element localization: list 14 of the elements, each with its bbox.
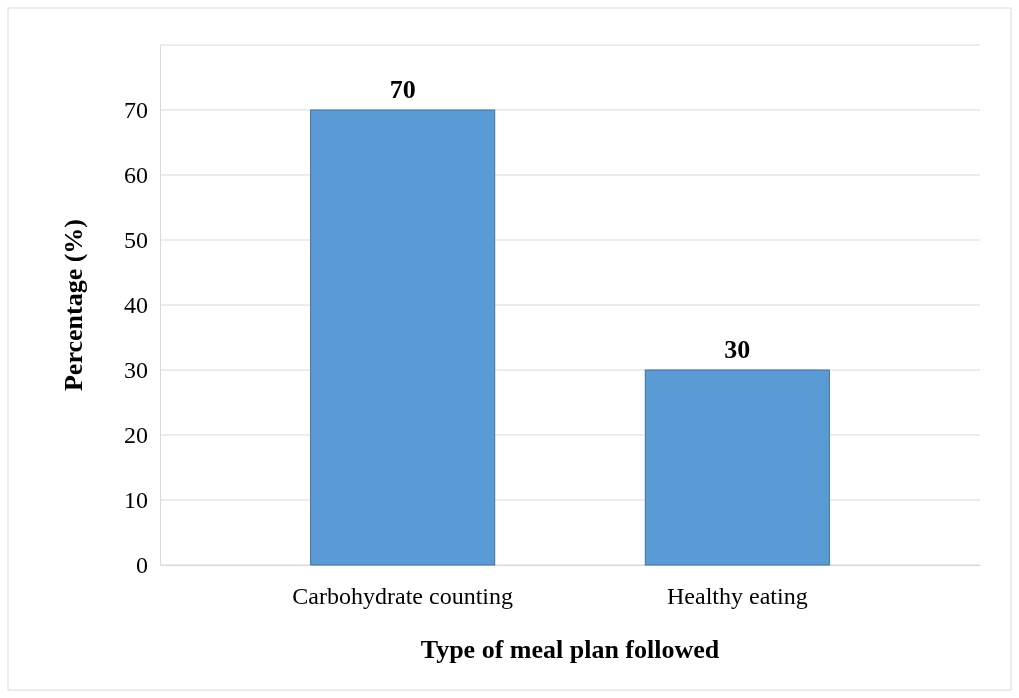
x-axis-title: Type of meal plan followed xyxy=(420,635,720,664)
x-tick-label: Healthy eating xyxy=(667,583,808,610)
data-label: 70 xyxy=(389,75,416,104)
y-axis-title: Percentage (%) xyxy=(59,218,88,392)
y-tick-label: 60 xyxy=(124,162,148,189)
y-tick-label: 0 xyxy=(136,552,148,579)
data-label: 30 xyxy=(724,335,751,364)
y-tick-label: 40 xyxy=(124,292,148,319)
y-tick-label: 20 xyxy=(124,422,148,449)
x-tick-label: Carbohydrate counting xyxy=(292,583,513,610)
y-tick-label: 70 xyxy=(124,97,148,124)
y-tick-label: 50 xyxy=(124,227,148,254)
y-tick-label: 10 xyxy=(124,487,148,514)
y-tick-label: 30 xyxy=(124,357,148,384)
